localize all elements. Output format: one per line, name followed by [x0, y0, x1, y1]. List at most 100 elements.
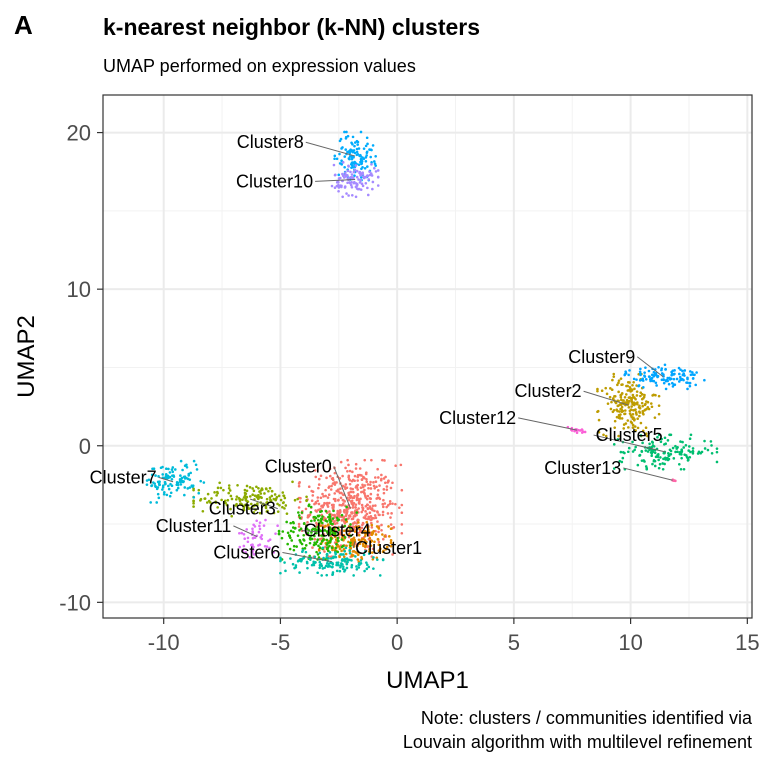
point: [368, 536, 372, 540]
point: [335, 542, 338, 546]
point: [321, 529, 324, 533]
point: [644, 449, 648, 452]
point: [251, 493, 254, 497]
point: [695, 371, 698, 374]
point: [680, 456, 683, 460]
point: [631, 423, 635, 427]
point: [270, 489, 274, 493]
point: [347, 491, 350, 495]
point: [337, 186, 341, 189]
point: [364, 532, 367, 536]
point: [382, 477, 386, 480]
point: [657, 404, 661, 407]
point: [617, 379, 621, 382]
point: [672, 457, 676, 460]
point: [359, 178, 363, 182]
point: [331, 506, 335, 509]
point: [315, 528, 319, 532]
point: [596, 389, 599, 393]
label-leader-line: [301, 530, 321, 533]
point: [324, 488, 327, 492]
point: [238, 531, 241, 535]
point: [611, 410, 615, 414]
point: [628, 369, 631, 372]
point: [351, 487, 354, 491]
point: [272, 497, 276, 501]
point: [641, 429, 645, 433]
point: [389, 516, 392, 519]
point: [609, 387, 612, 390]
point: [635, 390, 639, 393]
point: [654, 381, 658, 385]
point: [357, 507, 360, 510]
point: [313, 537, 317, 541]
panel-border: [102, 94, 753, 619]
point: [385, 485, 389, 488]
point: [304, 544, 308, 547]
point: [237, 496, 241, 500]
point: [362, 516, 366, 519]
point: [348, 157, 351, 161]
point: [689, 373, 693, 377]
point: [638, 453, 642, 457]
point: [677, 462, 681, 466]
point: [686, 381, 689, 384]
point: [349, 490, 352, 494]
point: [257, 530, 261, 534]
point: [354, 462, 358, 466]
point: [229, 494, 233, 498]
label-leader-line: [593, 434, 666, 453]
point: [332, 555, 336, 559]
point: [657, 366, 660, 369]
point: [674, 444, 677, 448]
cluster-label-cluster12: Cluster12: [439, 408, 516, 428]
point: [365, 561, 368, 564]
point: [345, 509, 349, 513]
point: [195, 468, 199, 471]
point: [644, 465, 648, 468]
point: [201, 509, 205, 513]
point: [618, 459, 622, 463]
point: [289, 536, 292, 540]
point: [306, 520, 309, 524]
point: [377, 476, 380, 479]
point: [691, 450, 695, 454]
point: [703, 447, 707, 450]
point: [328, 565, 332, 568]
point: [637, 384, 641, 387]
point: [353, 168, 357, 171]
point: [355, 147, 359, 151]
point: [316, 571, 319, 575]
point: [259, 492, 263, 495]
point: [636, 463, 640, 467]
point: [399, 463, 403, 467]
point: [365, 478, 368, 481]
point: [338, 491, 342, 495]
point: [163, 491, 166, 494]
point: [351, 149, 354, 152]
point: [388, 535, 391, 538]
point: [369, 492, 373, 496]
point: [686, 459, 690, 462]
point: [207, 499, 211, 503]
point: [626, 384, 629, 388]
point: [624, 393, 628, 396]
point: [343, 155, 347, 158]
point: [167, 487, 171, 491]
point: [357, 147, 361, 150]
point: [353, 521, 356, 525]
point: [278, 504, 281, 507]
point: [272, 511, 276, 515]
point: [317, 518, 320, 522]
point: [634, 411, 638, 415]
point: [323, 502, 327, 505]
point: [706, 448, 710, 452]
point: [652, 374, 656, 378]
point: [400, 531, 404, 535]
point: [686, 387, 689, 391]
point: [183, 475, 187, 478]
point: [345, 544, 348, 548]
point: [575, 431, 579, 435]
point: [289, 557, 292, 560]
point: [634, 429, 637, 432]
